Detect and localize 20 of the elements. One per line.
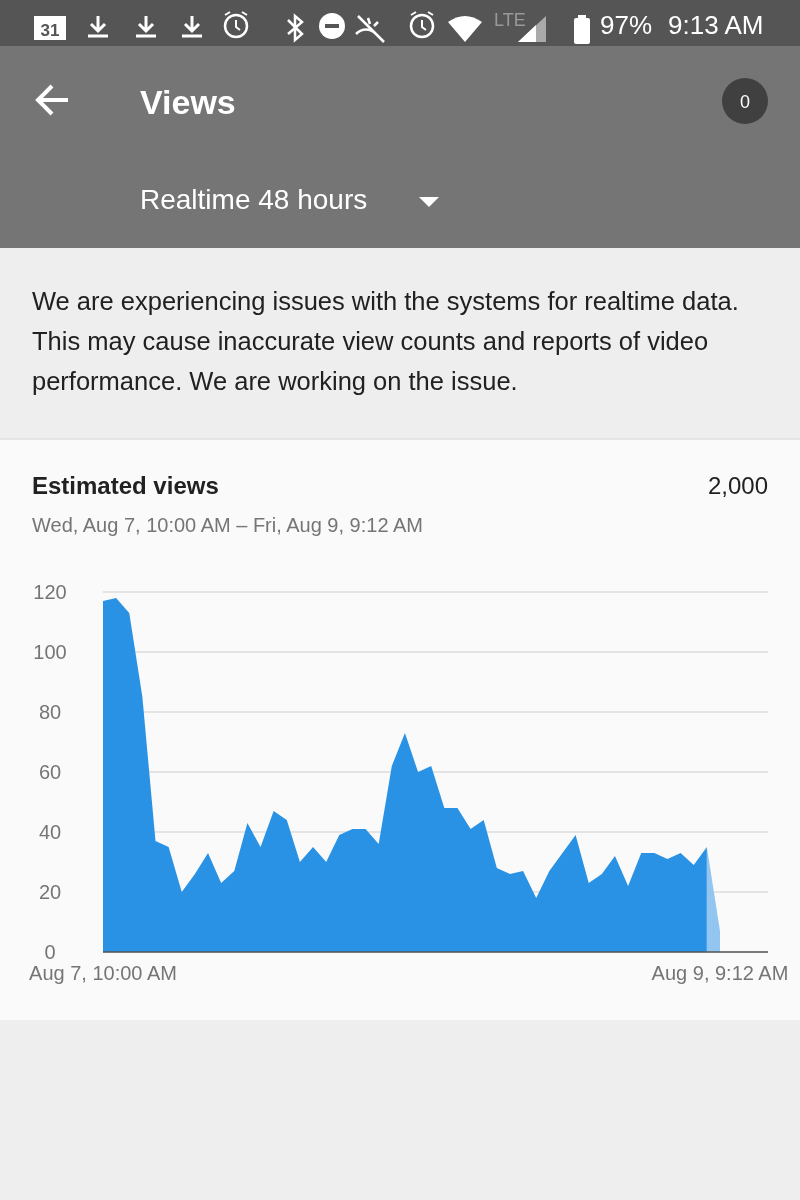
text: 2,000	[707, 472, 768, 499]
y-tick-label: 100	[33, 641, 67, 663]
text: 97%	[600, 10, 653, 40]
x-tick-label: Aug 9, 9:12 AM	[651, 962, 789, 984]
text: 0	[739, 92, 751, 112]
text: Realtime 48 hours	[140, 184, 368, 215]
y-tick-label: 60	[38, 761, 62, 783]
text: We are experiencing issues with the systems for realtime data. This may cause inaccurate view counts and reports of video performance. We are working on the issue.	[32, 287, 739, 395]
y-tick-label: 20	[38, 881, 62, 903]
text: LTE	[494, 10, 526, 30]
x-tick-label: Aug 7, 10:00 AM	[29, 962, 177, 984]
text: Views	[140, 83, 236, 121]
text: 9:13 AM	[668, 10, 764, 40]
y-tick-label: 0	[44, 941, 56, 963]
y-tick-label: 120	[33, 581, 67, 603]
text: 31	[40, 21, 60, 40]
chart-title: Estimated views	[32, 472, 219, 499]
y-tick-label: 40	[38, 821, 62, 843]
chart-subtitle: Wed, Aug 7, 10:00 AM – Fri, Aug 9, 9:12 AM	[32, 514, 423, 536]
y-tick-label: 80	[38, 701, 62, 723]
